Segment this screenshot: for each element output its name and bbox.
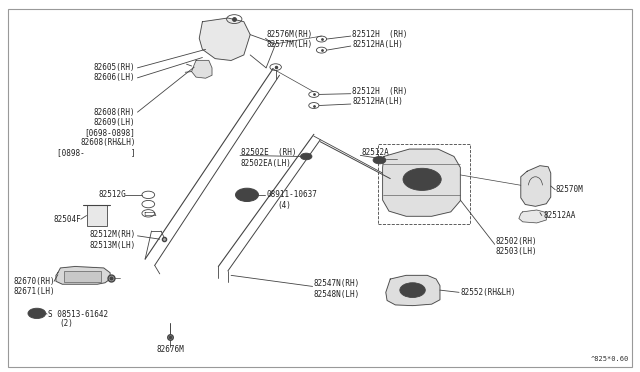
Circle shape (373, 157, 386, 164)
Text: [0898-          ]: [0898- ] (57, 148, 136, 157)
Circle shape (403, 168, 441, 190)
Text: 82503(LH): 82503(LH) (495, 247, 537, 256)
Text: 08911-10637: 08911-10637 (266, 190, 317, 199)
Text: 82577M(LH): 82577M(LH) (266, 41, 312, 49)
Circle shape (400, 283, 426, 298)
Text: [0698-0898]: [0698-0898] (84, 128, 136, 137)
Circle shape (236, 188, 259, 202)
Text: (4): (4) (277, 201, 291, 210)
Text: 82502EA(LH): 82502EA(LH) (241, 158, 291, 168)
Polygon shape (56, 266, 110, 284)
Text: 82670(RH): 82670(RH) (13, 277, 54, 286)
Text: 82552(RH&LH): 82552(RH&LH) (460, 288, 516, 297)
Text: (2): (2) (59, 319, 73, 328)
Text: S 08513-61642: S 08513-61642 (49, 310, 108, 319)
Text: 82676M: 82676M (157, 345, 184, 354)
Text: N: N (245, 191, 249, 197)
Text: 82512HA(LH): 82512HA(LH) (352, 41, 403, 49)
Polygon shape (191, 61, 212, 78)
Text: 82504F: 82504F (54, 215, 81, 224)
Circle shape (28, 308, 46, 318)
Text: 82606(LH): 82606(LH) (94, 73, 136, 82)
Text: 82608(RH): 82608(RH) (94, 108, 136, 117)
Bar (378, 144, 470, 224)
Text: 82512HA(LH): 82512HA(LH) (352, 97, 403, 106)
Text: 82605(RH): 82605(RH) (94, 63, 136, 72)
Text: 82512H  (RH): 82512H (RH) (352, 30, 408, 39)
Text: 82548N(LH): 82548N(LH) (314, 290, 360, 299)
Text: 82609(LH): 82609(LH) (94, 118, 136, 127)
Polygon shape (386, 275, 440, 306)
Text: 82502(RH): 82502(RH) (495, 237, 537, 246)
Bar (86, 205, 107, 225)
Text: 82512M(RH): 82512M(RH) (90, 230, 136, 239)
Text: 82512G: 82512G (99, 190, 126, 199)
Text: 82513M(LH): 82513M(LH) (90, 241, 136, 250)
Polygon shape (521, 166, 551, 206)
Circle shape (301, 153, 312, 160)
Text: 82502E  (RH): 82502E (RH) (241, 148, 296, 157)
Text: S: S (35, 311, 39, 315)
Text: 82512AA: 82512AA (543, 211, 575, 220)
Text: 82671(LH): 82671(LH) (13, 287, 54, 296)
Text: ^825*0.60: ^825*0.60 (591, 356, 629, 362)
Polygon shape (383, 149, 460, 216)
Text: 82512A: 82512A (362, 148, 389, 157)
Text: 82512H  (RH): 82512H (RH) (352, 87, 408, 96)
Text: 82570M: 82570M (556, 185, 584, 194)
Text: 82608(RH&LH): 82608(RH&LH) (80, 138, 136, 147)
Text: 82547N(RH): 82547N(RH) (314, 279, 360, 288)
Polygon shape (519, 210, 547, 223)
Polygon shape (199, 18, 250, 61)
Text: 82576M(RH): 82576M(RH) (266, 30, 312, 39)
Bar (64, 271, 101, 282)
